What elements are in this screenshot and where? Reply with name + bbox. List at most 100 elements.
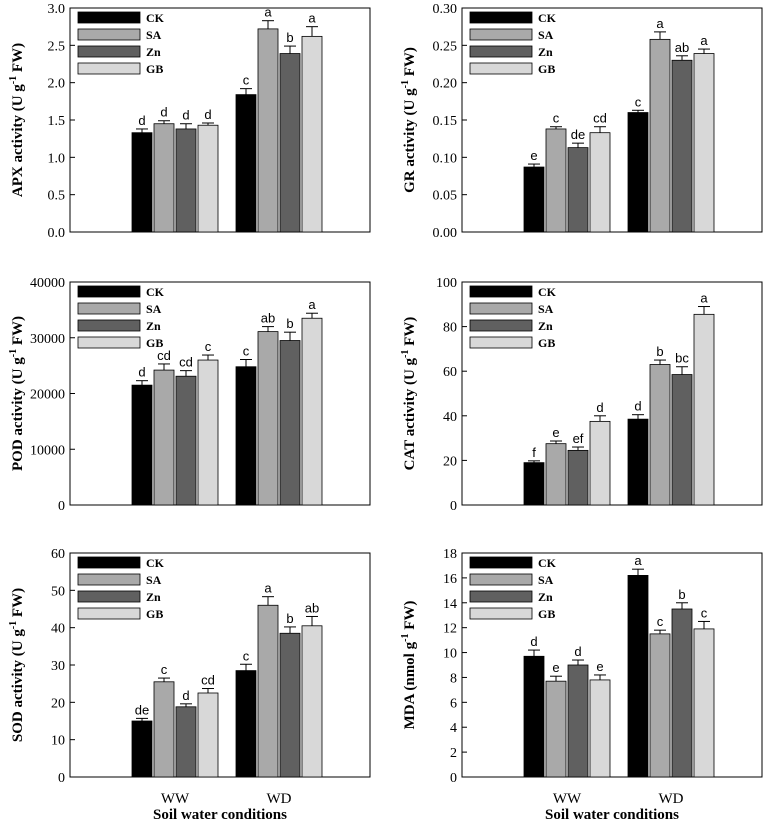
y-tick-label: 1.0 (48, 151, 66, 166)
y-tick-label: 20 (443, 454, 457, 469)
significance-letter: c (161, 662, 168, 677)
bar-sa (649, 364, 671, 506)
legend-swatch-zn (77, 319, 141, 332)
y-axis-label-main: SOD activity (U g (10, 629, 26, 742)
bar-zn (279, 340, 301, 506)
legend-swatch-zn (469, 45, 533, 58)
y-tick-label: 0 (58, 499, 65, 514)
bar-gb (693, 313, 715, 506)
bar-ck (131, 720, 153, 778)
legend-swatch-ck (469, 11, 533, 24)
significance-letter: b (286, 30, 293, 45)
x-axis-title: Soil water conditions (153, 807, 287, 823)
legend-label-sa: SA (146, 28, 162, 42)
y-tick-label: 0.0 (48, 226, 66, 241)
legend-label-gb: GB (146, 607, 163, 621)
significance-letter: c (243, 648, 250, 663)
y-tick-label: 80 (443, 321, 457, 336)
significance-letter: a (700, 33, 708, 48)
y-axis-label-main: POD activity (U g (10, 357, 26, 471)
bar-zn (175, 128, 197, 233)
category-label: WW (553, 791, 582, 807)
significance-letter: d (138, 113, 145, 128)
significance-letter: b (286, 611, 293, 626)
plot-frame (461, 552, 763, 778)
y-tick-label: 2.5 (48, 39, 66, 54)
significance-letter: d (596, 400, 603, 415)
bar-gb (197, 692, 219, 778)
y-axis-label-sup: -1 (400, 350, 411, 358)
y-tick-label: 100 (436, 276, 457, 291)
bar-ck (627, 575, 649, 778)
y-tick-label: 30000 (30, 332, 65, 347)
bar-gb (693, 628, 715, 778)
significance-letter: c (553, 111, 560, 126)
legend-label-ck: CK (538, 285, 557, 299)
bar-zn (567, 449, 589, 506)
bar-ck (523, 655, 545, 778)
y-tick-label: 3.0 (48, 2, 66, 17)
y-axis-label-sup: -1 (8, 349, 19, 357)
significance-letter: b (656, 344, 663, 359)
y-axis-label: GR activity (U g-1 FW) (400, 47, 418, 193)
significance-letter: e (552, 660, 559, 675)
significance-letter: bc (675, 351, 689, 366)
legend-label-zn: Zn (146, 319, 161, 333)
bar-sa (649, 633, 671, 778)
bar-zn (567, 147, 589, 233)
significance-letter: c (657, 614, 664, 629)
bar-ck (627, 418, 649, 506)
bar-sa (545, 680, 567, 778)
bar-ck (523, 166, 545, 233)
y-tick-label: 0 (450, 499, 457, 514)
y-tick-label: 0 (58, 771, 65, 786)
y-tick-label: 1.5 (48, 114, 66, 129)
significance-letter: d (204, 107, 211, 122)
bar-gb (197, 124, 219, 233)
y-tick-label: 40000 (30, 276, 65, 291)
y-axis-label: MDA (nmol g-1 FW) (400, 601, 418, 730)
y-tick-label: 18 (443, 547, 457, 562)
y-tick-label: 30 (51, 659, 65, 674)
significance-letter: d (182, 108, 189, 123)
legend-label-ck: CK (146, 285, 165, 299)
significance-letter: ab (261, 311, 275, 326)
bar-ck (131, 132, 153, 233)
legend-swatch-gb (469, 607, 533, 620)
category-label: WW (161, 791, 190, 807)
y-axis-label-main: CAT activity (U g (402, 357, 418, 470)
legend-swatch-ck (469, 556, 533, 569)
plot-frame (69, 281, 371, 506)
y-tick-label: 4 (450, 721, 457, 736)
y-tick-label: 20000 (30, 388, 65, 403)
y-axis-label-tail: FW) (402, 47, 418, 80)
legend-label-zn: Zn (538, 590, 553, 604)
y-axis-label-main: GR activity (U g (402, 88, 418, 193)
significance-letter: ab (305, 600, 319, 615)
bar-sa (257, 28, 279, 233)
chart-panel: 0 20 40 60 80 100 CAT activity (U g-1 FW) f e ef d… (400, 276, 763, 514)
y-axis-label-sup: -1 (400, 80, 411, 88)
legend-swatch-gb (469, 336, 533, 349)
bar-ck (627, 112, 649, 233)
legend-swatch-gb (77, 336, 141, 349)
bar-sa (153, 123, 175, 233)
bar-sa (153, 681, 175, 778)
bar-gb (589, 132, 611, 233)
legend-swatch-zn (469, 590, 533, 603)
bar-ck (235, 94, 257, 233)
legend-label-gb: GB (538, 62, 555, 76)
significance-letter: e (530, 148, 537, 163)
y-axis-label-tail: FW) (10, 316, 26, 349)
legend-label-gb: GB (146, 336, 163, 350)
legend-swatch-gb (469, 62, 533, 75)
legend-swatch-ck (77, 556, 141, 569)
legend-label-sa: SA (538, 573, 554, 587)
bar-ck (131, 384, 153, 506)
y-tick-label: 40 (51, 622, 65, 637)
legend-label-ck: CK (538, 11, 557, 25)
significance-letter: a (656, 16, 664, 31)
legend-label-ck: CK (146, 11, 165, 25)
